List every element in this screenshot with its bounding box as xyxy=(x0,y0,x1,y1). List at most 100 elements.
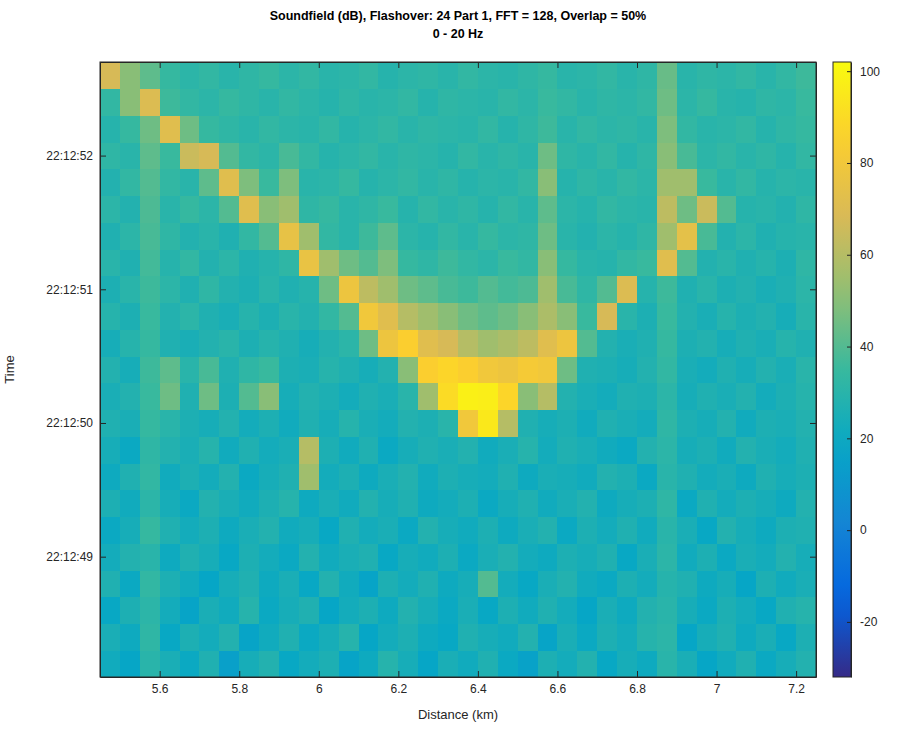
heatmap-cell xyxy=(418,463,438,490)
heatmap-cell xyxy=(239,356,259,383)
heatmap-cell xyxy=(239,490,259,517)
heatmap-cell xyxy=(617,650,637,677)
heatmap-cell xyxy=(299,463,319,490)
x-axis: 5.65.866.26.46.66.877.2 xyxy=(101,671,817,696)
heatmap-cell xyxy=(796,62,816,89)
heatmap-cell xyxy=(717,570,737,597)
heatmap-cell xyxy=(398,650,418,677)
heatmap-cell xyxy=(796,329,816,356)
heatmap-cell xyxy=(438,329,458,356)
colorbar-axis: -20020406080100 xyxy=(847,63,880,678)
heatmap-cell xyxy=(259,303,279,330)
tick-label: 5.6 xyxy=(152,682,169,696)
heatmap-cell xyxy=(657,463,677,490)
heatmap-cell xyxy=(378,383,398,410)
axis-line xyxy=(100,63,101,678)
heatmap-cell xyxy=(140,650,160,677)
heatmap-cell xyxy=(140,142,160,169)
heatmap-cell xyxy=(398,62,418,89)
heatmap-cell xyxy=(339,115,359,142)
heatmap-cell xyxy=(697,570,717,597)
heatmap-cell xyxy=(498,249,518,276)
heatmap-cell xyxy=(219,490,239,517)
heatmap-cell xyxy=(756,169,776,196)
heatmap-cell xyxy=(657,543,677,570)
heatmap-cell xyxy=(697,276,717,303)
heatmap-cell xyxy=(538,276,558,303)
heatmap-cell xyxy=(160,410,180,437)
heatmap-cell xyxy=(239,543,259,570)
heatmap-cell xyxy=(378,356,398,383)
heatmap-cell xyxy=(279,570,299,597)
heatmap-cell xyxy=(259,543,279,570)
heatmap-cell xyxy=(478,62,498,89)
heatmap-cell xyxy=(657,329,677,356)
heatmap-cell xyxy=(597,329,617,356)
heatmap-cell xyxy=(279,249,299,276)
heatmap-cell xyxy=(180,169,200,196)
heatmap-cell xyxy=(498,597,518,624)
heatmap-cell xyxy=(677,650,697,677)
heatmap-cell xyxy=(418,436,438,463)
heatmap-cell xyxy=(796,89,816,116)
heatmap-cell xyxy=(557,303,577,330)
heatmap-cell xyxy=(597,543,617,570)
heatmap-cell xyxy=(796,410,816,437)
heatmap-cell xyxy=(259,329,279,356)
heatmap-cell xyxy=(736,169,756,196)
tick-mark xyxy=(478,62,479,68)
heatmap-cell xyxy=(557,543,577,570)
heatmap-cell xyxy=(697,490,717,517)
heatmap-cell xyxy=(518,410,538,437)
heatmap-cell xyxy=(518,490,538,517)
heatmap-cell xyxy=(736,115,756,142)
heatmap-cell xyxy=(518,597,538,624)
heatmap-cell xyxy=(259,410,279,437)
tick-mark xyxy=(847,438,851,439)
heatmap-cell xyxy=(577,276,597,303)
heatmap-cell xyxy=(557,517,577,544)
heatmap-cell xyxy=(717,115,737,142)
heatmap-cell xyxy=(219,249,239,276)
heatmap-cell xyxy=(120,276,140,303)
heatmap-cell xyxy=(577,543,597,570)
heatmap-cell xyxy=(657,570,677,597)
heatmap-cell xyxy=(438,570,458,597)
heatmap-cell xyxy=(319,249,339,276)
heatmap-cell xyxy=(100,89,120,116)
heatmap-cell xyxy=(319,115,339,142)
heatmap-cell xyxy=(557,463,577,490)
heatmap-cell xyxy=(339,169,359,196)
heatmap-cell xyxy=(259,89,279,116)
tick-mark xyxy=(810,289,816,290)
heatmap-cell xyxy=(677,490,697,517)
heatmap-cell xyxy=(100,410,120,437)
heatmap-cell xyxy=(279,222,299,249)
tick: 100 xyxy=(847,65,880,79)
heatmap-cell xyxy=(279,463,299,490)
heatmap-cell xyxy=(637,624,657,651)
heatmap-cell xyxy=(180,463,200,490)
heatmap-cell xyxy=(299,383,319,410)
heatmap-cell xyxy=(259,650,279,677)
heatmap-cell xyxy=(736,249,756,276)
heatmap-cell xyxy=(557,490,577,517)
heatmap-cell xyxy=(339,249,359,276)
heatmap-cell xyxy=(538,517,558,544)
plot-frame xyxy=(100,62,816,677)
heatmap-cell xyxy=(776,329,796,356)
tick-label: 6.4 xyxy=(470,682,487,696)
heatmap-cell xyxy=(120,142,140,169)
heatmap-cell xyxy=(398,329,418,356)
heatmap-cell xyxy=(776,356,796,383)
heatmap-cell xyxy=(796,115,816,142)
heatmap-cell xyxy=(498,356,518,383)
heatmap-cell xyxy=(796,356,816,383)
tick: 6.6 xyxy=(550,671,567,696)
tick: 22:12:49 xyxy=(46,550,106,564)
heatmap-cell xyxy=(557,169,577,196)
title: Soundfield (dB), Flashover: 24 Part 1, F… xyxy=(270,9,647,23)
heatmap-cell xyxy=(398,276,418,303)
heatmap-cell xyxy=(697,543,717,570)
heatmap-cell xyxy=(677,276,697,303)
